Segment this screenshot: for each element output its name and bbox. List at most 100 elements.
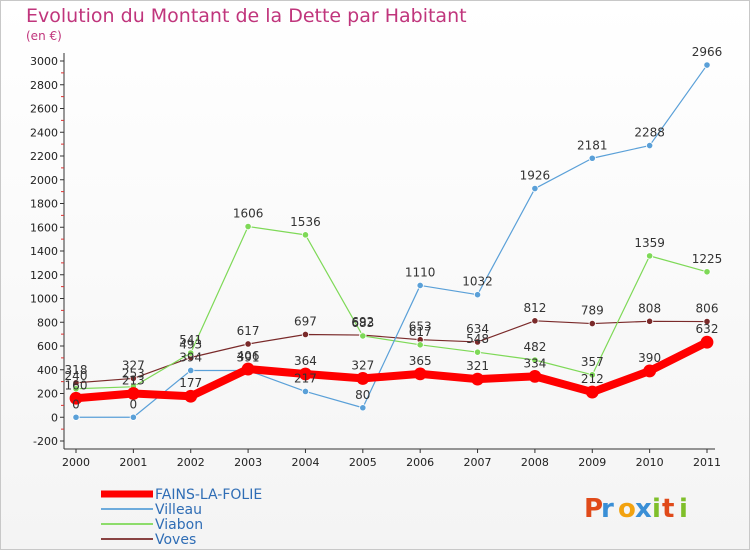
data-point	[528, 369, 542, 383]
data-point	[413, 367, 427, 381]
data-point	[588, 319, 596, 328]
y-tick-label: 0	[51, 411, 58, 424]
data-label: 541	[179, 333, 202, 347]
x-tick-label: 2009	[578, 456, 606, 469]
logo-letter: o	[618, 494, 636, 524]
x-tick-label: 2010	[636, 456, 664, 469]
data-point	[301, 231, 310, 239]
data-label: 1606	[233, 207, 264, 221]
y-tick-label: 2200	[30, 150, 58, 163]
series-line	[75, 320, 708, 384]
y-tick-label: -200	[33, 435, 58, 448]
data-point	[301, 330, 310, 339]
x-tick-label: 2002	[177, 456, 205, 469]
data-label: 212	[581, 372, 604, 386]
legend-label: FAINS-LA-FOLIE	[155, 487, 262, 503]
data-point	[703, 317, 711, 326]
data-point	[72, 413, 80, 421]
data-point	[359, 332, 367, 340]
data-label: 1225	[692, 252, 723, 266]
y-tick-label: 1400	[30, 245, 58, 258]
data-label: 2288	[634, 126, 665, 140]
data-label: 240	[65, 369, 88, 383]
data-label: 548	[466, 332, 489, 346]
data-point	[643, 364, 657, 378]
data-point	[473, 291, 482, 299]
data-label: 0	[72, 397, 80, 411]
data-point	[356, 372, 370, 385]
data-point	[244, 340, 252, 348]
data-label: 2181	[577, 138, 608, 152]
data-point	[646, 141, 654, 150]
y-tick-label: 400	[37, 364, 58, 377]
x-tick-label: 2006	[406, 456, 434, 469]
data-point	[416, 341, 424, 349]
series-line	[72, 338, 711, 403]
data-label: 697	[294, 314, 317, 328]
series-line	[75, 225, 708, 390]
data-point	[359, 404, 367, 412]
data-label: 1536	[290, 215, 321, 229]
x-tick-label: 2008	[521, 456, 549, 469]
logo-letter: t	[662, 494, 674, 524]
x-tick-label: 2007	[464, 456, 492, 469]
data-point	[184, 389, 198, 403]
logo-letter: r	[601, 494, 614, 524]
y-tick-label: 3000	[30, 55, 58, 68]
data-point	[241, 362, 255, 376]
data-point	[187, 366, 195, 375]
chart-title: Evolution du Montant de la Dette par Hab…	[26, 5, 467, 27]
data-label: 253	[122, 367, 145, 381]
data-point	[531, 184, 539, 193]
data-label: 634	[466, 322, 489, 336]
logo-letter: x	[635, 494, 652, 524]
data-label: 327	[122, 358, 145, 372]
data-point	[588, 154, 596, 162]
data-label: 806	[696, 302, 719, 316]
logo-letter: i	[652, 494, 661, 524]
y-tick-label: 2400	[30, 126, 58, 139]
y-tick-label: 200	[37, 388, 58, 401]
data-point	[531, 317, 539, 325]
data-label: 683	[351, 316, 374, 330]
data-point	[69, 391, 83, 405]
x-tick-label: 2003	[234, 456, 262, 469]
data-label: 1110	[405, 265, 436, 279]
data-label: 632	[696, 322, 719, 336]
data-point	[129, 413, 137, 421]
x-tick-label: 2001	[119, 456, 147, 469]
data-point	[588, 371, 596, 379]
chart-unit: (en €)	[26, 29, 62, 43]
data-point	[187, 349, 195, 357]
data-label: 357	[581, 355, 604, 369]
series-line	[75, 64, 708, 418]
data-label: 365	[409, 354, 432, 368]
data-point	[703, 268, 711, 276]
y-tick-label: 2000	[30, 174, 58, 187]
x-tick-label: 2005	[349, 456, 377, 469]
data-label: 394	[179, 350, 202, 364]
data-label: 177	[179, 376, 202, 390]
y-tick-label: 800	[37, 316, 58, 329]
data-point	[585, 385, 599, 399]
data-label: 692	[351, 315, 374, 329]
data-label: 482	[523, 340, 546, 354]
data-label: 2966	[692, 45, 723, 59]
data-label: 493	[179, 338, 202, 352]
data-label: 217	[294, 371, 317, 385]
data-point	[129, 374, 137, 383]
logo-letter: i	[679, 494, 688, 524]
x-tick-label: 2000	[62, 456, 90, 469]
data-label: 390	[638, 351, 661, 365]
data-point	[703, 61, 711, 69]
data-point	[700, 335, 714, 349]
y-tick-label: 1000	[30, 293, 58, 306]
y-tick-label: 1600	[30, 221, 58, 234]
data-point	[301, 387, 310, 396]
data-label: 327	[351, 358, 374, 372]
data-label: 808	[638, 301, 661, 315]
data-label: 391	[237, 350, 260, 364]
data-point	[646, 317, 654, 325]
